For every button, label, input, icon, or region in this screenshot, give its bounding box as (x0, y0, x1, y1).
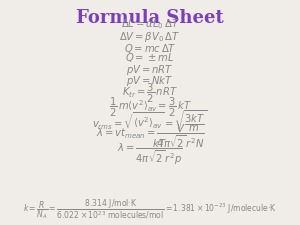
Text: $\dfrac{1}{2}\, m\langle v^2 \rangle_{av} = \dfrac{3}{2}\, kT$: $\dfrac{1}{2}\, m\langle v^2 \rangle_{av… (109, 96, 191, 119)
Text: Formula Sheet: Formula Sheet (76, 9, 224, 27)
Text: $\Delta V = \beta V_0 \, \Delta T$: $\Delta V = \beta V_0 \, \Delta T$ (119, 30, 181, 44)
Text: $\lambda = v t_{mean} = \dfrac{V}{4\pi\sqrt{2}\, r^2 N}$: $\lambda = v t_{mean} = \dfrac{V}{4\pi\s… (95, 122, 205, 150)
Text: $pV = nRT$: $pV = nRT$ (126, 63, 174, 77)
Text: $pV = NkT$: $pV = NkT$ (126, 74, 174, 88)
Text: $Q = \pm mL$: $Q = \pm mL$ (125, 51, 175, 64)
Text: $Q = mc \, \Delta T$: $Q = mc \, \Delta T$ (124, 42, 176, 55)
Text: $v_{rms} = \sqrt{\langle v^2 \rangle_{av}} = \sqrt{\dfrac{3kT}{m}}$: $v_{rms} = \sqrt{\langle v^2 \rangle_{av… (92, 108, 208, 135)
Text: $k = \dfrac{R}{N_A} = \dfrac{8.314 \text{ J/mol·K}}{6.022 \times 10^{23} \text{ : $k = \dfrac{R}{N_A} = \dfrac{8.314 \text… (23, 197, 277, 221)
Text: $\lambda = \dfrac{kT}{4\pi\sqrt{2}\, r^2 p}$: $\lambda = \dfrac{kT}{4\pi\sqrt{2}\, r^2… (117, 137, 183, 167)
Text: $\Delta L = \alpha L_0 \, \Delta T$: $\Delta L = \alpha L_0 \, \Delta T$ (121, 18, 179, 32)
Text: $K_{tr} = \dfrac{3}{2}\, nRT$: $K_{tr} = \dfrac{3}{2}\, nRT$ (122, 82, 178, 105)
